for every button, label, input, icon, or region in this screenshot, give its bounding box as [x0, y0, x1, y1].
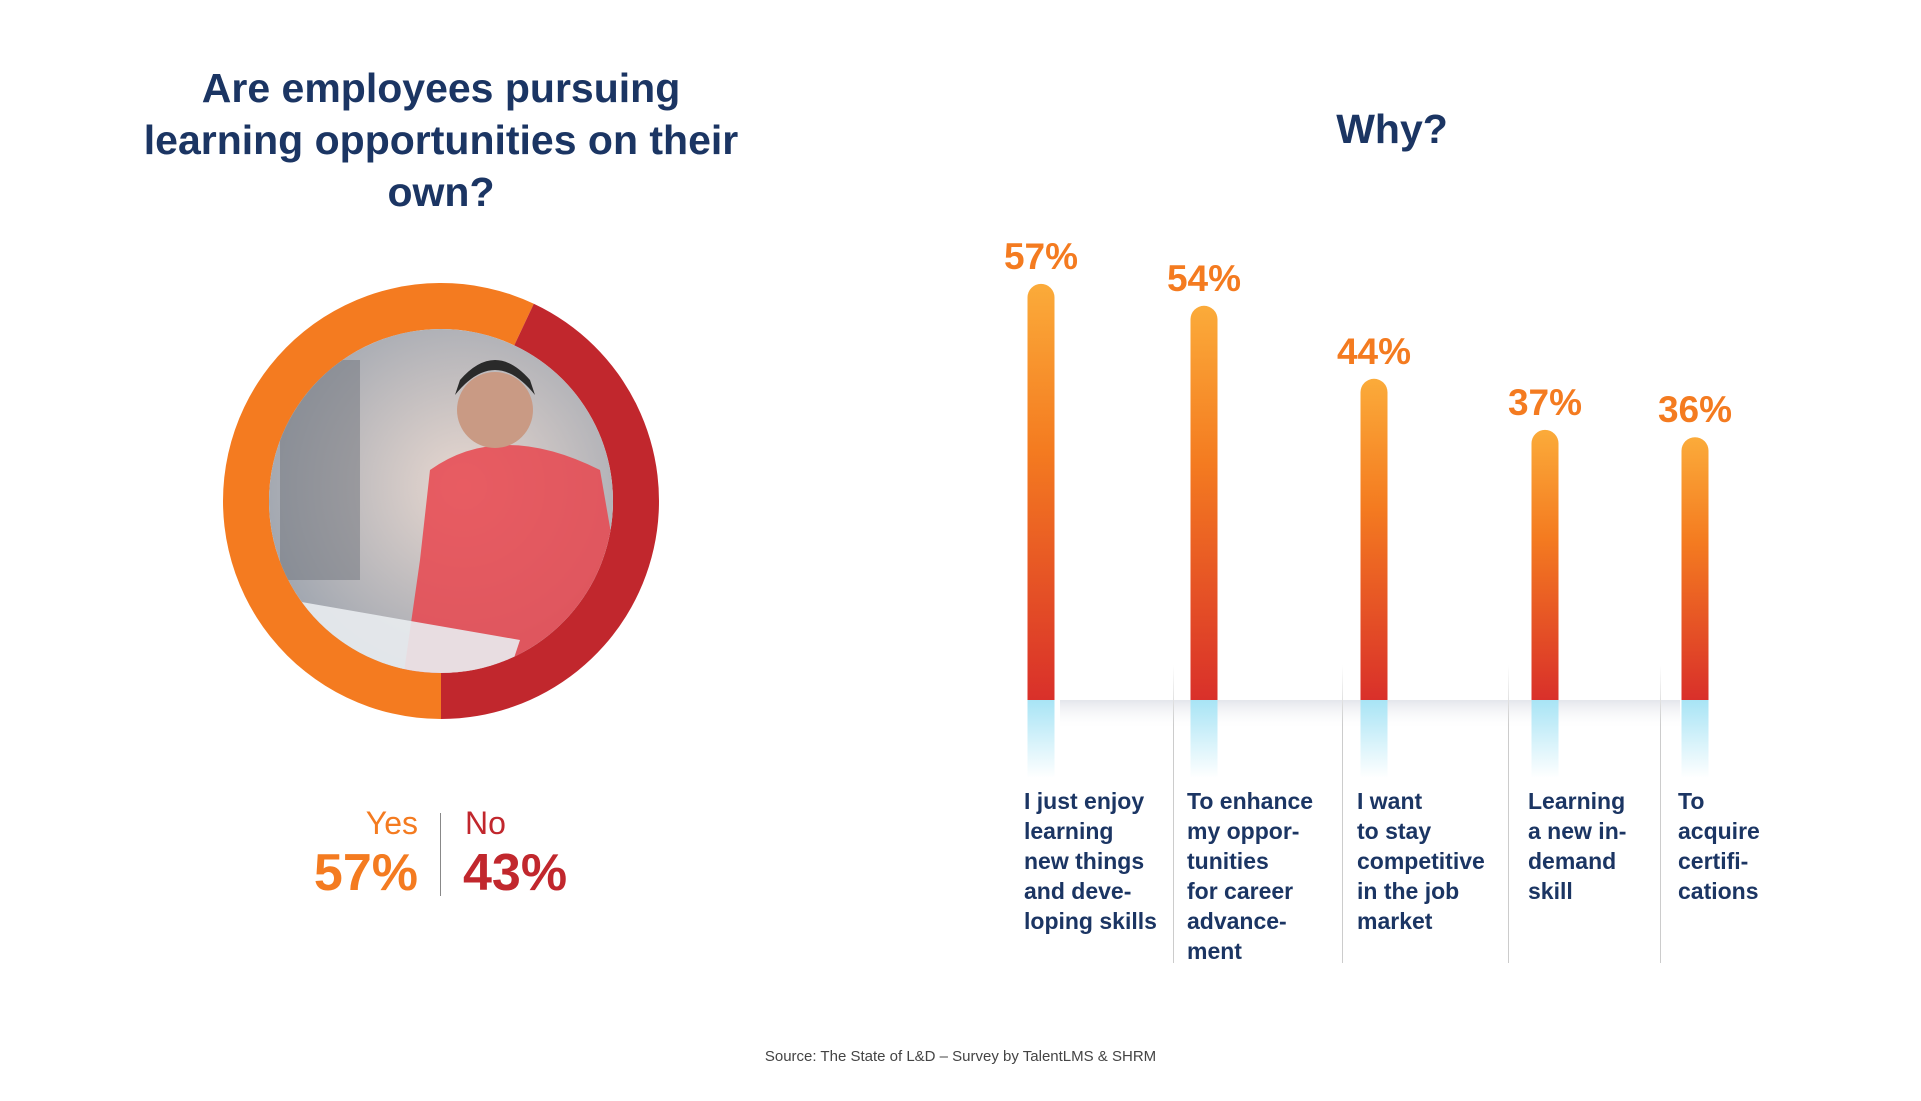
bar-reflection: [1027, 700, 1055, 778]
category-label: I just enjoy learning new things and dev…: [1024, 788, 1157, 934]
divider: [440, 813, 441, 896]
category-separator: [1342, 665, 1343, 963]
category-label: Learning a new in- demand skill: [1528, 788, 1627, 904]
yes-label: Yes: [365, 805, 418, 841]
bar-reflection: [1360, 700, 1388, 778]
no-label: No: [465, 805, 506, 841]
bar: [1360, 378, 1388, 700]
bar: [1027, 283, 1055, 700]
bar-value-label: 37%: [1507, 381, 1583, 423]
bar-reflection: [1531, 700, 1559, 778]
category-separator: [1660, 665, 1661, 963]
donut-chart: [222, 283, 659, 719]
bar-reflection: [1190, 700, 1218, 778]
category-label: To acquire certifi- cations: [1678, 788, 1760, 904]
donut-title: Are employees pursuing learning opportun…: [143, 65, 739, 215]
yes-value: 57%: [313, 844, 418, 902]
source-note: Source: The State of L&D – Survey by Tal…: [764, 1048, 1157, 1065]
category-separator: [1508, 665, 1509, 963]
category-label: To enhance my oppor- tunities for career…: [1187, 788, 1314, 964]
bar-value-label: 57%: [1003, 235, 1079, 277]
bar-reflection: [1681, 700, 1709, 778]
donut-slice-yes: [222, 283, 534, 719]
bar: [1190, 305, 1218, 700]
bar-value-label: 36%: [1657, 389, 1733, 431]
category-label: I want to stay competitive in the job ma…: [1357, 788, 1485, 934]
donut-slice-no: [441, 303, 659, 719]
bar: [1531, 429, 1559, 700]
no-value: 43%: [463, 844, 568, 902]
bar-value-label: 54%: [1166, 257, 1242, 299]
category-separator: [1173, 665, 1174, 963]
bar: [1681, 437, 1709, 700]
bar-chart-title: Why?: [1336, 106, 1448, 152]
bar-value-label: 44%: [1336, 330, 1412, 372]
